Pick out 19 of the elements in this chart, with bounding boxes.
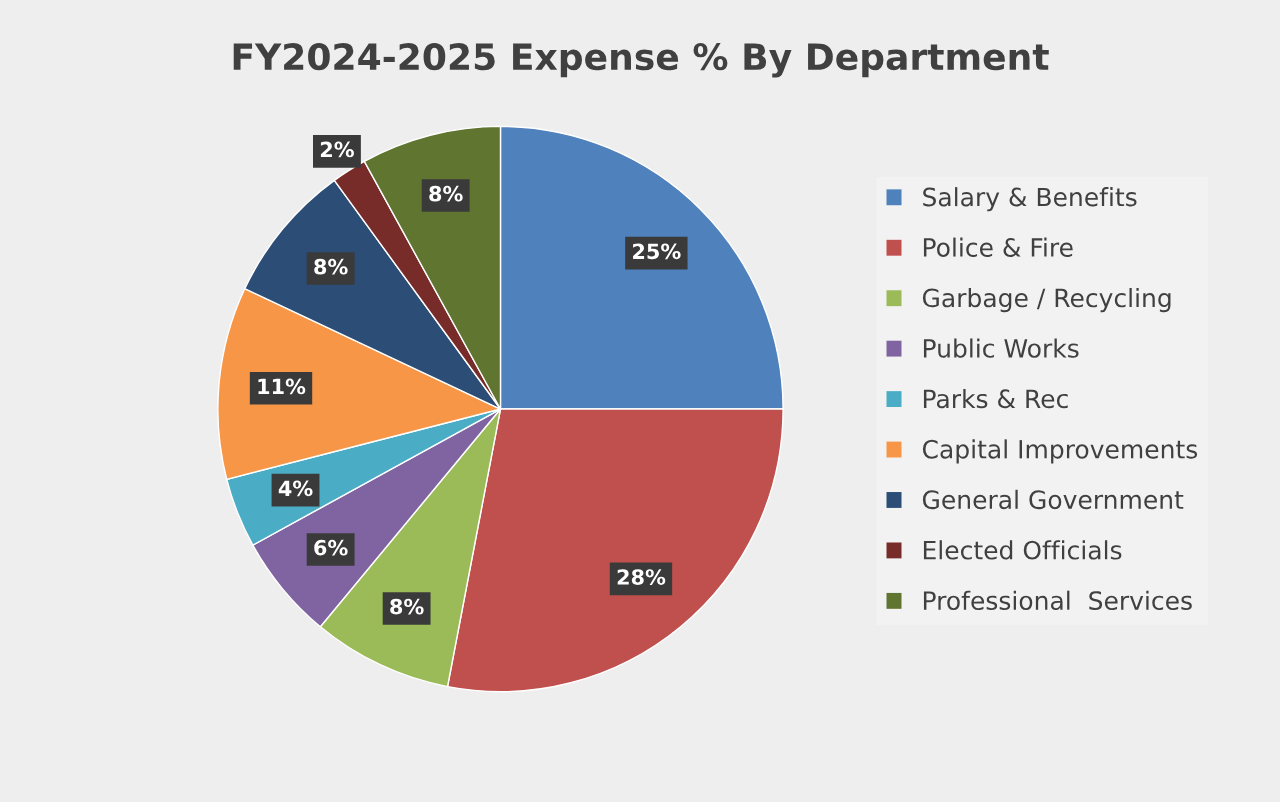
data-label: 25%: [633, 243, 681, 260]
legend-label: Public Works: [923, 338, 1079, 358]
data-label: 28%: [617, 569, 666, 585]
chart-title: FY2024-2025 Expense % By Department: [233, 43, 1049, 78]
legend-label: Garbage / Recycling: [922, 288, 1171, 313]
legend-label: Elected Officials: [923, 540, 1122, 560]
data-label: 8%: [429, 185, 463, 202]
data-label: 2%: [320, 141, 354, 158]
legend-label: Capital Improvements: [922, 439, 1198, 464]
legend-label: General Government: [922, 489, 1184, 510]
data-label: 8%: [390, 598, 424, 615]
legend-label: Professional Services: [923, 590, 1192, 611]
legend-label: Parks & Rec: [923, 388, 1068, 409]
data-label: 6%: [314, 539, 348, 556]
data-label: 4%: [278, 480, 313, 497]
legend-label: Salary & Benefits: [923, 187, 1137, 212]
legend-label: Police & Fire: [923, 237, 1073, 257]
data-label: 8%: [314, 258, 348, 275]
data-label: 11%: [258, 378, 306, 395]
